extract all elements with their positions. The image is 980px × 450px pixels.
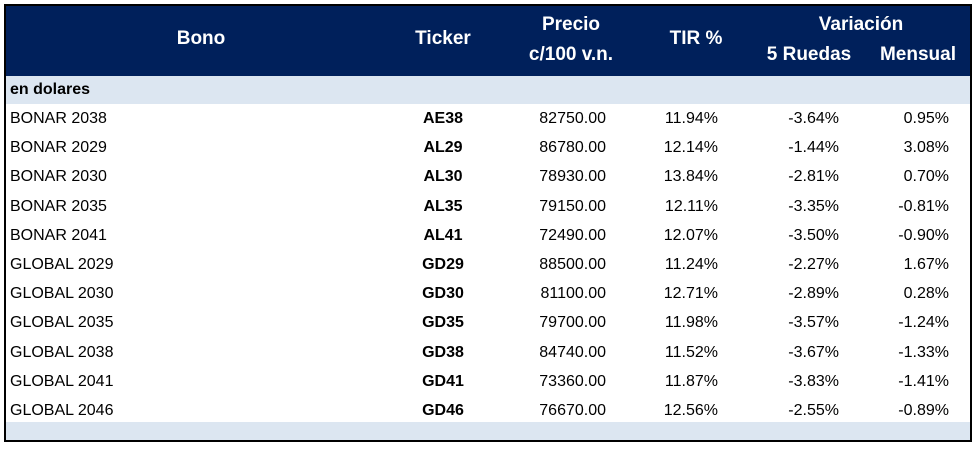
header-5-ruedas: 5 Ruedas (766, 44, 852, 65)
variacion-5-ruedas: -2.55% (788, 401, 839, 419)
ticker: AL41 (423, 226, 463, 244)
table-row: GLOBAL 2029 GD29 88500.00 11.24% -2.27% 1.67% (6, 250, 970, 279)
table-row: BONAR 2035 AL35 79150.00 12.11% -3.35% -0.81% (6, 192, 970, 221)
table-row: GLOBAL 2046 GD46 76670.00 12.56% -2.55% -0.89… (6, 396, 970, 425)
tir-value: 12.07% (663, 226, 718, 244)
precio-value: 78930.00 (539, 168, 606, 186)
header-ticker: Ticker (415, 28, 471, 49)
variacion-mensual: 0.70% (903, 168, 949, 186)
section-row: en dolares (6, 76, 970, 104)
table-row: GLOBAL 2035 GD35 79700.00 11.98% -3.57% -1.24… (6, 308, 970, 337)
precio-value: 82750.00 (539, 110, 606, 127)
bono-name: GLOBAL 2038 (10, 343, 114, 361)
ticker: GD29 (422, 255, 464, 273)
precio-value: 84740.00 (539, 343, 606, 361)
header-tir: TIR % (669, 28, 723, 49)
precio-value: 81100.00 (540, 285, 606, 303)
tir-value: 11.24% (664, 255, 718, 273)
bono-name: GLOBAL 2029 (10, 255, 114, 273)
header-precio-unit: c/100 v.n. (528, 44, 614, 65)
header-bono: Bono (176, 28, 226, 49)
ticker: AL35 (423, 197, 463, 215)
variacion-mensual: -0.89% (898, 401, 949, 419)
bono-name: BONAR 2029 (10, 139, 107, 157)
bono-name: BONAR 2035 (10, 197, 107, 215)
precio-value: 86780.00 (539, 139, 606, 157)
variacion-5-ruedas: -2.81% (788, 168, 839, 186)
variacion-mensual: -0.81% (898, 197, 949, 215)
bono-name: GLOBAL 2041 (10, 372, 114, 390)
variacion-5-ruedas: -3.67% (788, 343, 839, 361)
variacion-mensual: 3.08% (903, 139, 949, 157)
variacion-5-ruedas: -3.64% (788, 110, 839, 127)
table-row: GLOBAL 2041 GD41 73360.00 11.87% -3.83% -1.41… (6, 367, 970, 396)
variacion-5-ruedas: -3.83% (788, 372, 839, 390)
header-precio: Precio (541, 14, 601, 35)
table-body: BONAR 2038 AE38 82750.00 11.94% -3.64% 0.95% B… (6, 104, 970, 425)
variacion-mensual: -1.24% (898, 314, 949, 332)
table-row: BONAR 2029 AL29 86780.00 12.14% -1.44% 3.08% (6, 133, 970, 162)
ticker: AL29 (423, 139, 463, 157)
ticker: GD35 (422, 314, 464, 332)
table-row: BONAR 2030 AL30 78930.00 13.84% -2.81% 0.70% (6, 162, 970, 191)
tir-value: 11.98% (664, 314, 718, 332)
ticker: AE38 (422, 110, 464, 127)
table-row: BONAR 2038 AE38 82750.00 11.94% -3.64% 0.95% (6, 104, 970, 133)
variacion-mensual: -1.33% (898, 343, 949, 361)
variacion-5-ruedas: -1.44% (788, 139, 839, 157)
ticker: GD41 (422, 372, 464, 390)
variacion-5-ruedas: -3.50% (788, 226, 839, 244)
precio-value: 76670.00 (539, 401, 606, 419)
bond-table: Bono Ticker Precio c/100 v.n. TIR % Vari… (4, 4, 972, 442)
tir-value: 12.71% (663, 285, 718, 303)
tir-value: 11.87% (664, 372, 718, 390)
tir-value: 11.52% (664, 343, 718, 361)
variacion-mensual: 0.95% (903, 110, 949, 127)
precio-value: 79700.00 (539, 314, 606, 332)
precio-value: 88500.00 (539, 255, 606, 273)
header-variacion: Variación (818, 14, 904, 35)
ticker: GD38 (422, 343, 464, 361)
bono-name: BONAR 2041 (10, 226, 107, 244)
variacion-5-ruedas: -2.27% (788, 255, 839, 273)
bono-name: GLOBAL 2046 (10, 401, 114, 419)
tir-value: 12.14% (663, 139, 718, 157)
ticker: GD30 (422, 285, 464, 303)
variacion-mensual: 1.67% (903, 255, 949, 273)
tir-value: 11.94% (664, 110, 718, 127)
variacion-mensual: 0.28% (903, 285, 949, 303)
tir-value: 12.56% (663, 401, 718, 419)
bono-name: BONAR 2030 (10, 168, 107, 186)
table-row: GLOBAL 2038 GD38 84740.00 11.52% -3.67% -1.33… (6, 338, 970, 367)
precio-value: 72490.00 (539, 226, 606, 244)
tir-value: 12.11% (664, 197, 718, 215)
ticker: GD46 (422, 401, 464, 419)
table-footer (6, 422, 970, 440)
variacion-5-ruedas: -2.89% (788, 285, 839, 303)
precio-value: 73360.00 (539, 372, 606, 390)
ticker: AL30 (423, 168, 463, 186)
variacion-mensual: -0.90% (898, 226, 949, 244)
bono-name: GLOBAL 2035 (10, 314, 114, 332)
table-header: Bono Ticker Precio c/100 v.n. TIR % Vari… (6, 6, 970, 76)
variacion-mensual: -1.41% (898, 372, 949, 390)
variacion-5-ruedas: -3.57% (788, 314, 839, 332)
variacion-5-ruedas: -3.35% (788, 197, 839, 215)
tir-value: 13.84% (663, 168, 718, 186)
header-mensual: Mensual (879, 44, 957, 65)
table-row: GLOBAL 2030 GD30 81100.00 12.71% -2.89% 0.28% (6, 279, 970, 308)
bono-name: GLOBAL 2030 (10, 285, 114, 303)
precio-value: 79150.00 (539, 197, 606, 215)
section-label: en dolares (10, 81, 91, 98)
bono-name: BONAR 2038 (10, 110, 107, 127)
table-row: BONAR 2041 AL41 72490.00 12.07% -3.50% -0.90% (6, 221, 970, 250)
